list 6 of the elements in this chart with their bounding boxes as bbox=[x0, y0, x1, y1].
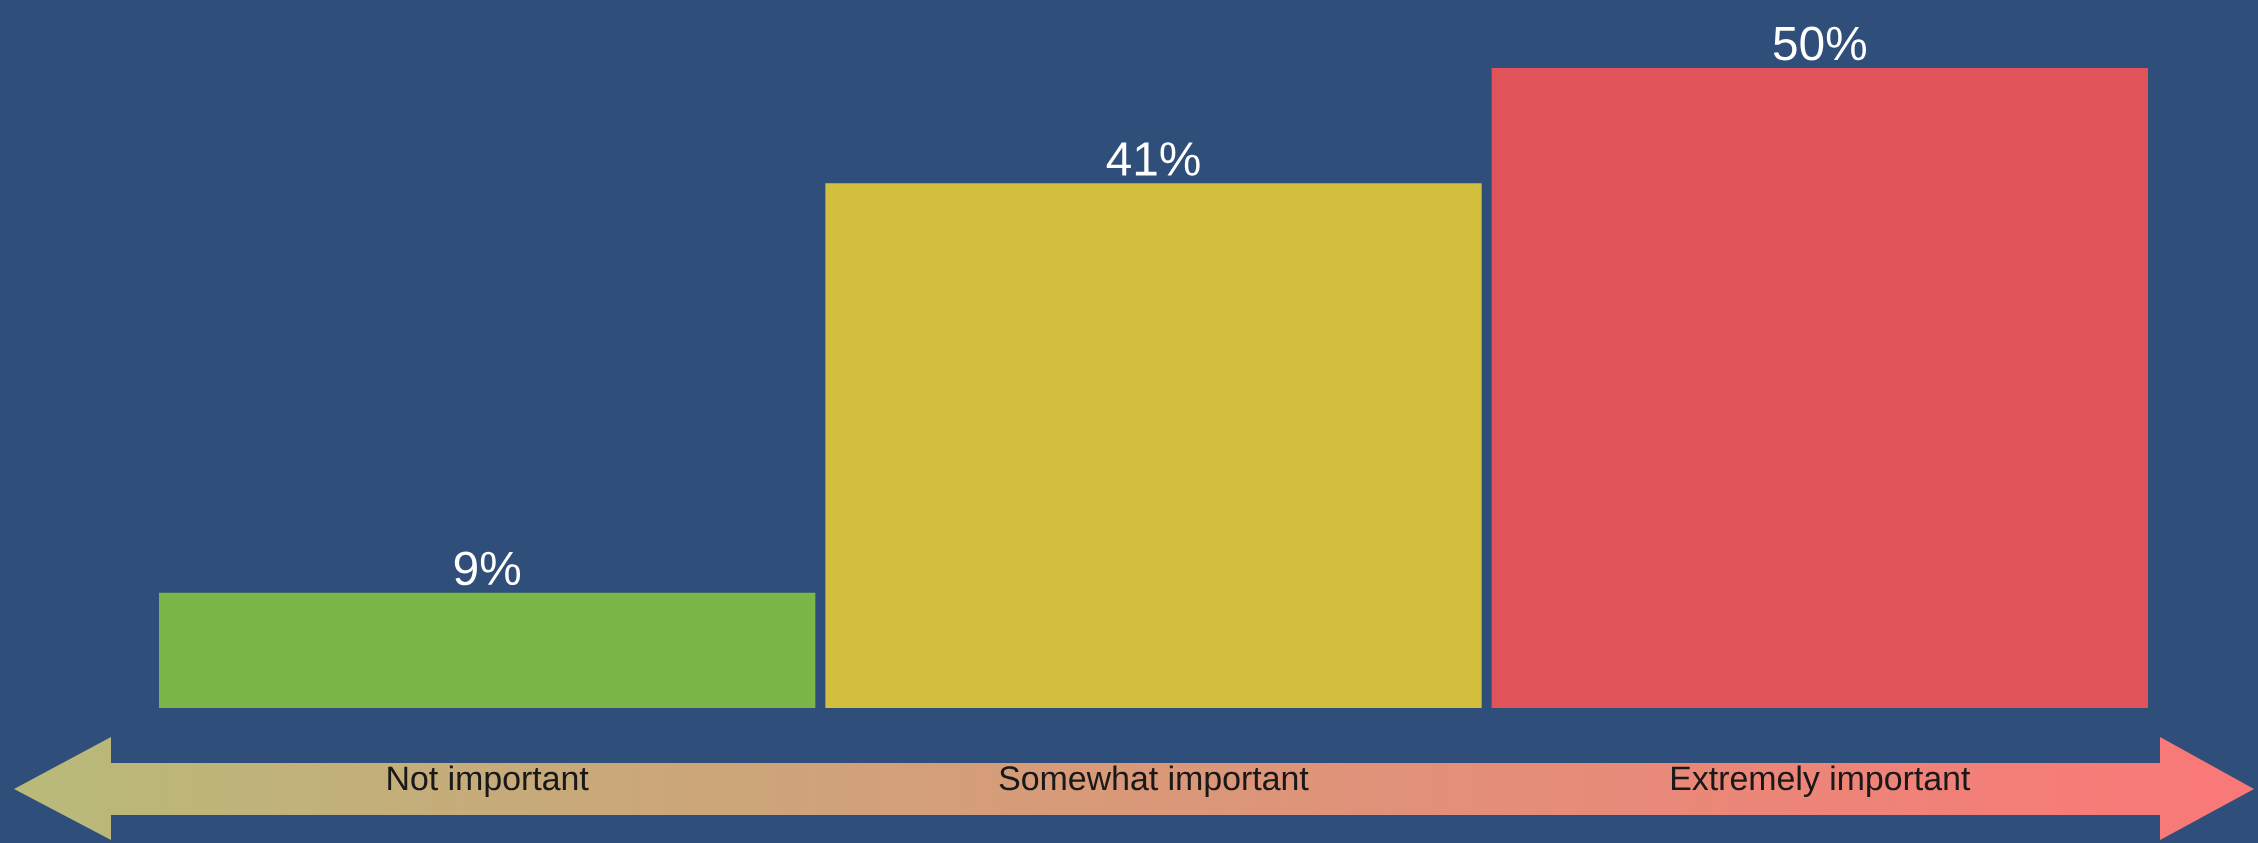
x-tick-label: Somewhat important bbox=[999, 765, 1309, 798]
data-label: 50% bbox=[1773, 26, 1866, 61]
data-label: 9% bbox=[454, 551, 521, 586]
data-label: 41% bbox=[1106, 142, 1200, 176]
x-tick-label: Not important bbox=[388, 765, 589, 798]
x-tick-label: Extremely important bbox=[1672, 765, 1971, 798]
